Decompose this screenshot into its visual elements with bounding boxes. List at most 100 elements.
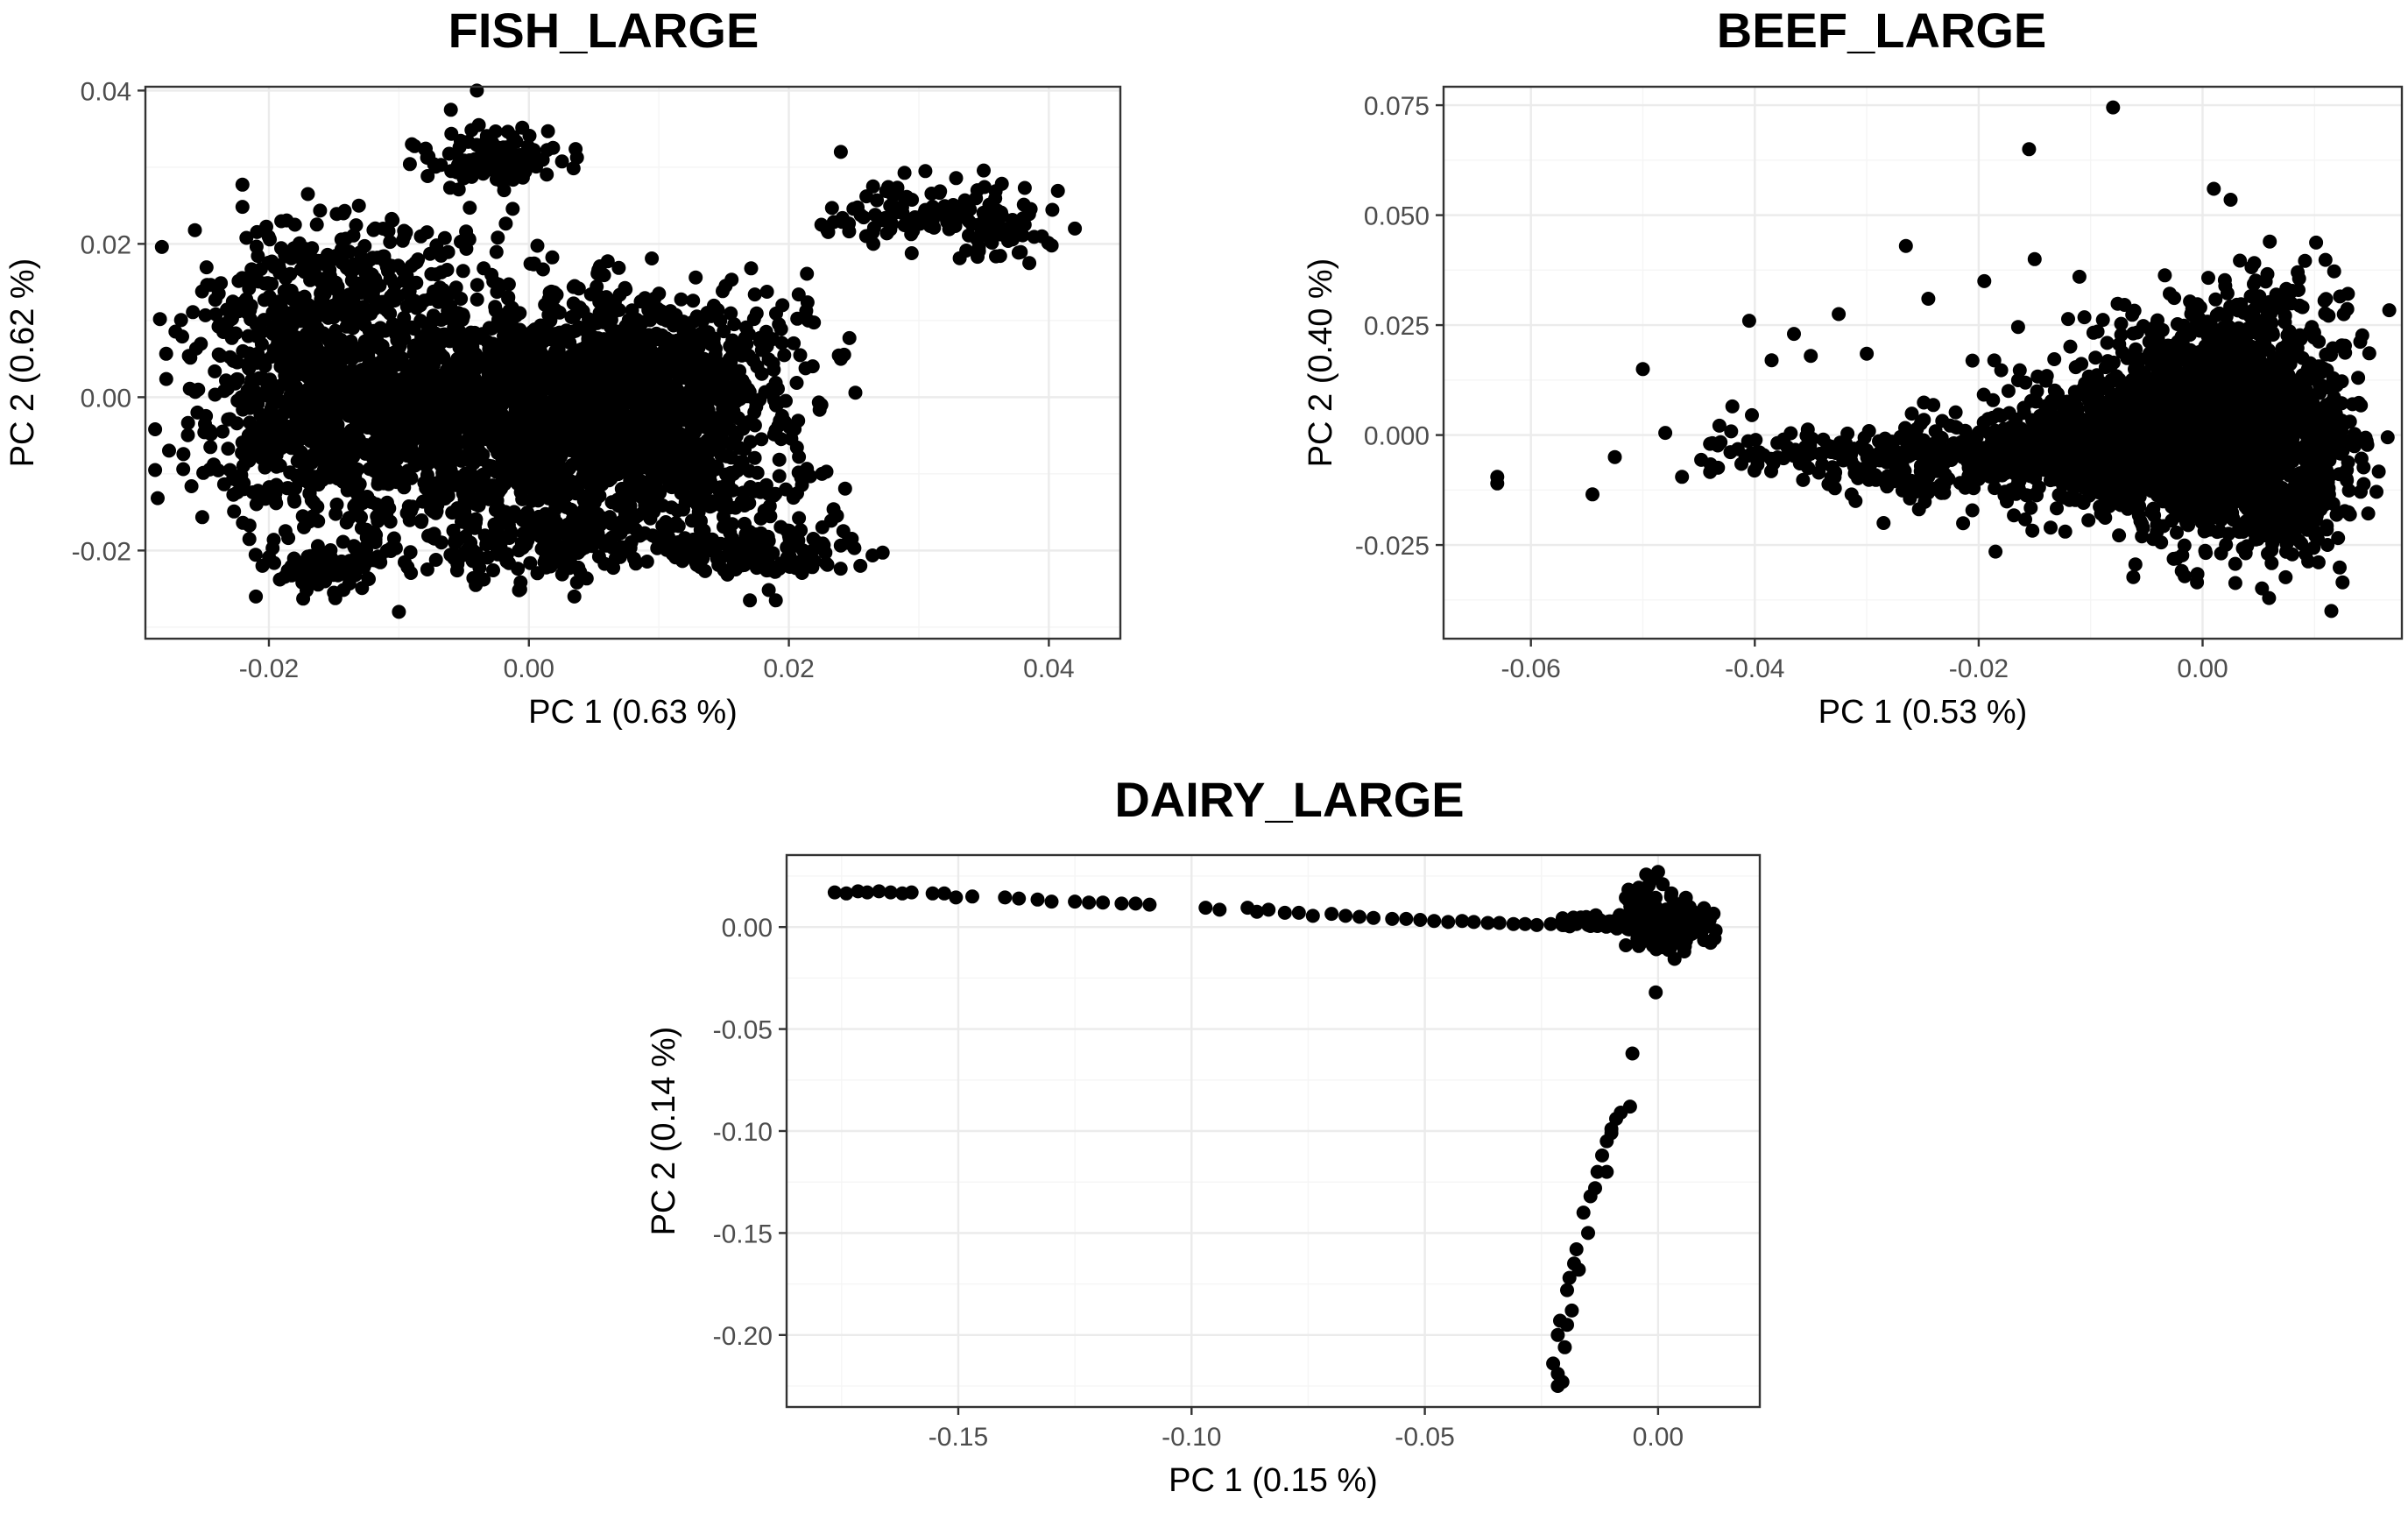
data-point [452, 340, 467, 355]
data-point [271, 315, 286, 329]
y-tick-label: 0.02 [81, 230, 131, 259]
data-point [693, 469, 708, 484]
data-point [517, 404, 532, 419]
data-point [809, 535, 823, 550]
data-point [922, 219, 937, 233]
data-point [559, 484, 574, 499]
data-point [1044, 238, 1059, 253]
data-point [597, 556, 612, 571]
data-point [272, 572, 287, 587]
data-point [504, 308, 518, 322]
data-point [833, 562, 848, 576]
data-point [385, 213, 400, 228]
data-point [502, 415, 516, 430]
data-point [779, 393, 793, 408]
data-point [399, 272, 413, 287]
data-point [659, 342, 673, 356]
data-point [321, 332, 335, 346]
data-point [281, 531, 296, 546]
data-point [747, 450, 762, 465]
data-point [631, 508, 646, 523]
data-point [1050, 183, 1065, 198]
data-point [375, 338, 390, 353]
data-point [297, 520, 311, 534]
data-point [518, 419, 533, 434]
data-point [392, 604, 406, 619]
data-point [279, 399, 294, 414]
data-point [333, 456, 348, 470]
data-point [784, 431, 799, 446]
data-point [523, 555, 538, 570]
data-point [349, 505, 364, 520]
data-point [152, 312, 167, 327]
data-point [703, 439, 718, 454]
data-point [766, 363, 781, 377]
data-point [441, 146, 456, 161]
data-point [380, 495, 394, 510]
data-point [744, 261, 759, 276]
data-point [385, 258, 399, 273]
data-point [444, 471, 459, 486]
data-point [364, 412, 379, 427]
data-point [455, 264, 470, 279]
data-point [486, 563, 500, 577]
data-point [670, 503, 685, 518]
data-point [208, 387, 222, 402]
scatter-panel-fish-large: FISH_LARGE -0.02 0.00 0.02 0.04 -0.02 0.… [4, 3, 1122, 731]
data-point [689, 270, 703, 285]
data-point [550, 429, 565, 444]
data-point [694, 513, 708, 528]
data-point [754, 432, 769, 447]
data-point [395, 439, 410, 454]
data-point [162, 443, 176, 458]
data-point [443, 548, 458, 562]
data-point [943, 200, 958, 215]
data-point [904, 246, 919, 260]
data-point [408, 256, 422, 271]
data-point [503, 528, 518, 543]
data-point [698, 396, 713, 411]
data-point [710, 369, 724, 384]
data-point [339, 260, 354, 275]
data-point [627, 316, 642, 331]
data-point [833, 351, 848, 366]
data-point [296, 591, 311, 606]
data-point [639, 555, 654, 569]
data-point [309, 217, 324, 232]
data-point [1045, 202, 1060, 217]
data-point [865, 179, 880, 194]
data-point [519, 512, 533, 527]
data-point [686, 293, 701, 308]
data-point [687, 441, 702, 456]
data-point [499, 140, 514, 155]
data-point [242, 532, 257, 547]
data-point [426, 308, 441, 323]
data-point [462, 429, 477, 444]
data-point [235, 200, 250, 215]
data-point [879, 184, 893, 199]
data-point [277, 329, 292, 343]
data-point [480, 335, 495, 350]
data-point [454, 411, 469, 426]
data-point [353, 364, 368, 378]
data-point [462, 518, 477, 533]
data-point [288, 481, 303, 496]
data-point [194, 336, 208, 351]
data-point [369, 497, 384, 512]
data-point [359, 530, 374, 545]
data-point [187, 223, 202, 237]
data-point [638, 291, 653, 306]
x-tick-label: -0.02 [239, 654, 299, 683]
data-point [803, 469, 817, 484]
data-point [673, 356, 688, 371]
data-point [636, 358, 651, 373]
data-point [540, 124, 555, 138]
data-point [328, 251, 342, 265]
data-point [547, 292, 561, 306]
data-point [511, 562, 526, 576]
data-point [289, 295, 304, 310]
data-point [875, 545, 890, 560]
data-point [435, 425, 450, 440]
data-point [768, 376, 783, 390]
data-point [325, 558, 340, 573]
